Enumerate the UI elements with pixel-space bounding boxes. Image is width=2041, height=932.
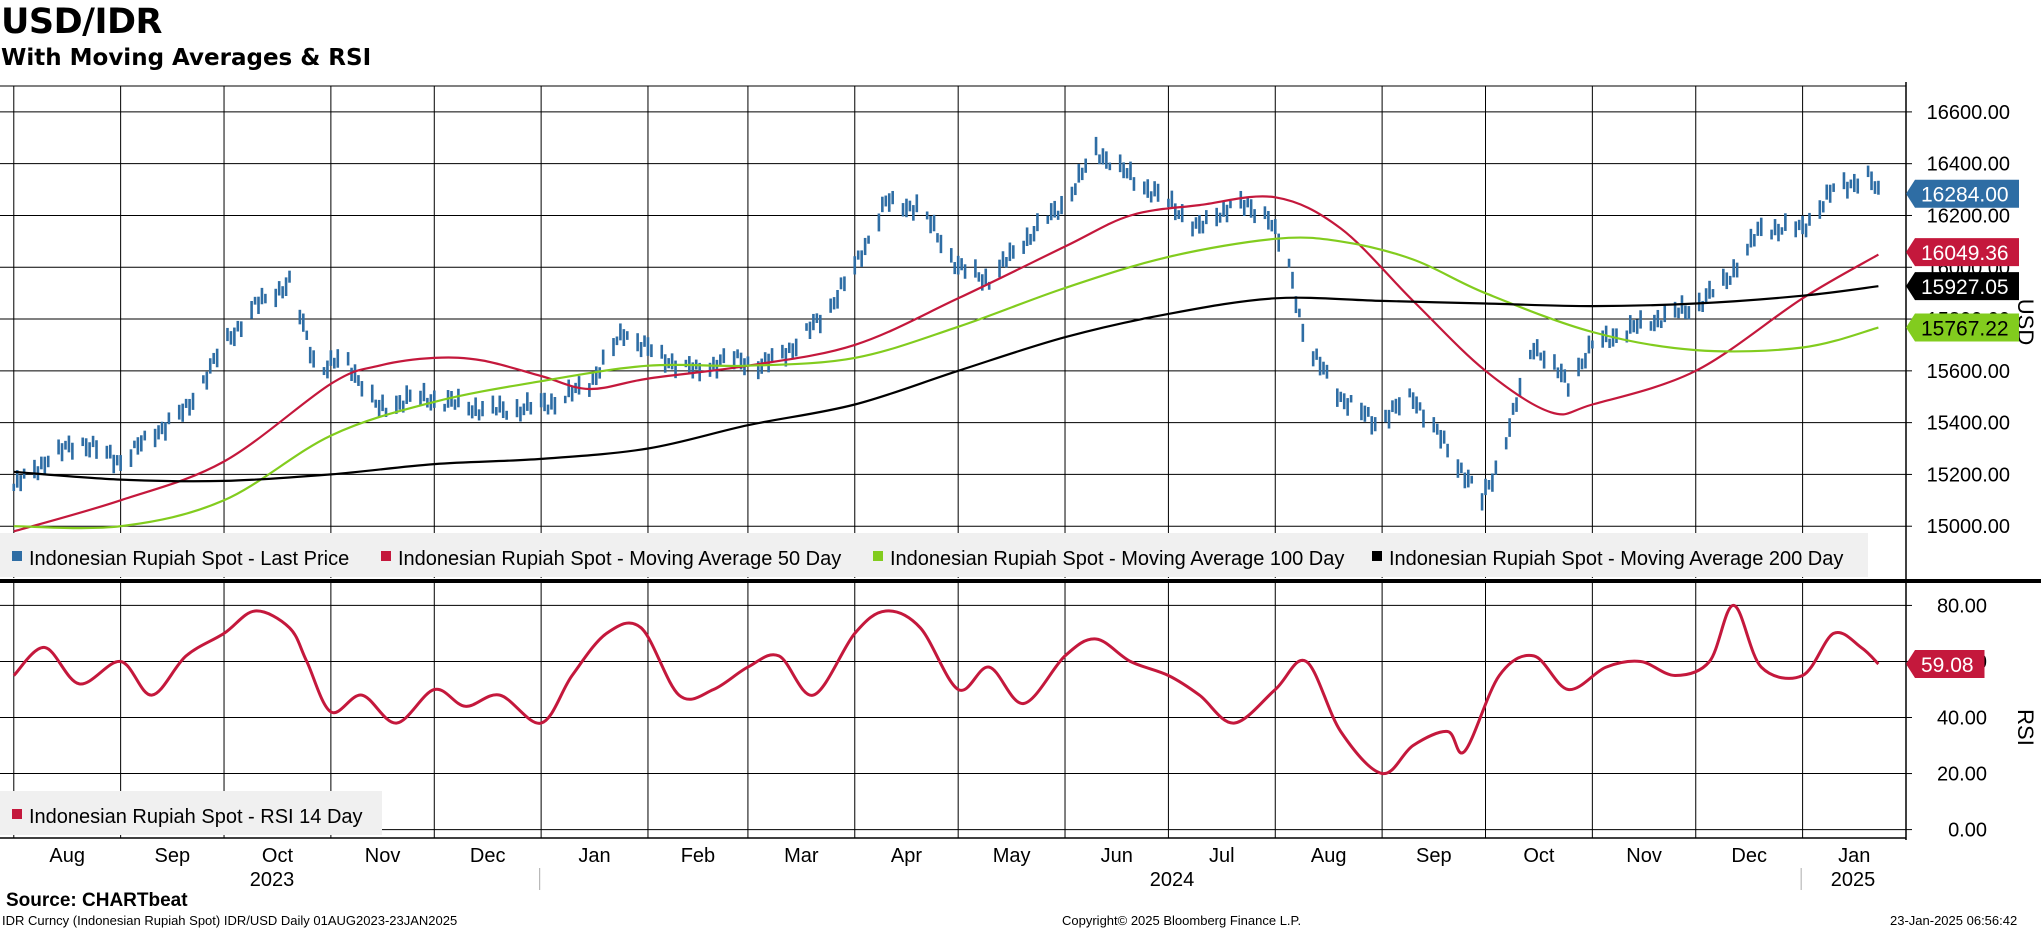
legend-swatch-indonesian-rupiah-spot-moving-average-200-day [1372, 551, 1382, 561]
last-value-badge-indonesian-rupiah-spot-rsi-14-day [1906, 650, 1985, 679]
series-line-indonesian-rupiah-spot-moving-average-50-day [13, 195, 1879, 533]
legend-label-indonesian-rupiah-spot-moving-average-100-day: Indonesian Rupiah Spot - Moving Average … [890, 548, 1344, 570]
legend-label-indonesian-rupiah-spot-moving-average-50-day: Indonesian Rupiah Spot - Moving Average … [398, 548, 841, 570]
price-ytick-label: 16400.00 [1927, 154, 2010, 176]
series-line-indonesian-rupiah-spot-rsi-14-day [12, 603, 1880, 776]
x-month-label: Jan [1838, 845, 1870, 867]
x-month-label: Aug [1311, 845, 1347, 867]
legend-label-indonesian-rupiah-spot-last-price: Indonesian Rupiah Spot - Last Price [29, 548, 349, 570]
x-year-label: 2023 [250, 869, 295, 891]
x-month-label: Dec [1731, 845, 1767, 867]
legend-swatch-indonesian-rupiah-spot-last-price [12, 551, 22, 561]
rsi-legend-box [0, 791, 382, 835]
price-legend-box [0, 533, 1868, 577]
rsi-ytick-label: 80.00 [1937, 595, 1987, 617]
price-ytick-label: 16600.00 [1927, 102, 2010, 124]
last-value-label-indonesian-rupiah-spot-last-price: 16284.00 [1921, 184, 2009, 207]
last-value-label-indonesian-rupiah-spot-moving-average-200-day: 15927.05 [1921, 276, 2009, 299]
legend-label-indonesian-rupiah-spot-moving-average-200-day: Indonesian Rupiah Spot - Moving Average … [1389, 548, 1843, 570]
price-gridlines [0, 85, 1906, 578]
x-month-label: Apr [891, 845, 922, 867]
axes: 15000.0015200.0015400.0015600.0015800.00… [0, 82, 2041, 891]
rsi-ytick-label: 40.00 [1937, 708, 1987, 730]
price-ytick-label: 15200.00 [1927, 464, 2010, 486]
x-year-label: 2024 [1150, 869, 1195, 891]
x-month-label: Nov [365, 845, 401, 867]
footer-timestamp: 23-Jan-2025 06:56:42 [1890, 913, 2018, 928]
last-value-badge-indonesian-rupiah-spot-moving-average-100-day [1906, 313, 2019, 342]
panel-separator [0, 579, 2041, 583]
x-month-label: Mar [784, 845, 819, 867]
series-line-indonesian-rupiah-spot-moving-average-100-day [13, 236, 1879, 530]
series-line-indonesian-rupiah-spot-moving-average-200-day [13, 285, 1879, 483]
x-month-label: Aug [49, 845, 85, 867]
legend-swatch-indonesian-rupiah-spot-moving-average-100-day [873, 551, 883, 561]
last-value-label-indonesian-rupiah-spot-moving-average-100-day: 15767.22 [1921, 318, 2009, 341]
x-month-label: Jan [578, 845, 610, 867]
last-value-badge-indonesian-rupiah-spot-moving-average-50-day [1906, 238, 2019, 267]
x-month-label: Feb [681, 845, 715, 867]
legend-swatch-indonesian-rupiah-spot-rsi-14-day [12, 809, 22, 819]
legend-label-indonesian-rupiah-spot-rsi-14-day: Indonesian Rupiah Spot - RSI 14 Day [29, 806, 363, 828]
last-value-label-indonesian-rupiah-spot-moving-average-50-day: 16049.36 [1921, 242, 2009, 265]
x-month-label: Jun [1101, 845, 1133, 867]
chart-title: USD/IDR [1, 2, 163, 42]
moving-average-lines [13, 195, 1879, 533]
price-ytick-label: 15600.00 [1927, 361, 2010, 383]
legend-swatch-indonesian-rupiah-spot-moving-average-50-day [381, 551, 391, 561]
footer-description: IDR Curncy (Indonesian Rupiah Spot) IDR/… [2, 913, 458, 928]
price-ytick-label: 16200.00 [1927, 205, 2010, 227]
x-month-label: May [993, 845, 1031, 867]
rsi-ytick-label: 0.00 [1948, 820, 1987, 842]
last-value-badge-indonesian-rupiah-spot-last-price [1906, 179, 2019, 208]
price-bars [12, 136, 1880, 511]
x-month-label: Oct [1523, 845, 1555, 867]
chart-subtitle: With Moving Averages & RSI [1, 45, 372, 71]
x-month-label: Jul [1209, 845, 1235, 867]
legends: Indonesian Rupiah Spot - Last Price Indon… [0, 533, 1868, 835]
x-month-label: Oct [262, 845, 294, 867]
x-month-label: Sep [1416, 845, 1452, 867]
footer-copyright: Copyright© 2025 Bloomberg Finance L.P. [1062, 913, 1302, 928]
x-month-label: Sep [155, 845, 191, 867]
x-year-label: 2025 [1831, 869, 1876, 891]
price-ytick-label: 15000.00 [1927, 516, 2010, 538]
rsi-line-group [12, 603, 1880, 776]
last-value-label-indonesian-rupiah-spot-rsi-14-day: 59.08 [1921, 654, 1974, 677]
rsi-ytick-label: 20.00 [1937, 764, 1987, 786]
source-note: Source: CHARTbeat [6, 890, 188, 911]
rsi-axis-title: RSI [2013, 709, 2038, 746]
last-value-badge-indonesian-rupiah-spot-moving-average-200-day [1906, 272, 2019, 301]
x-month-label: Nov [1626, 845, 1662, 867]
x-month-label: Dec [470, 845, 506, 867]
price-ytick-label: 15400.00 [1927, 413, 2010, 435]
